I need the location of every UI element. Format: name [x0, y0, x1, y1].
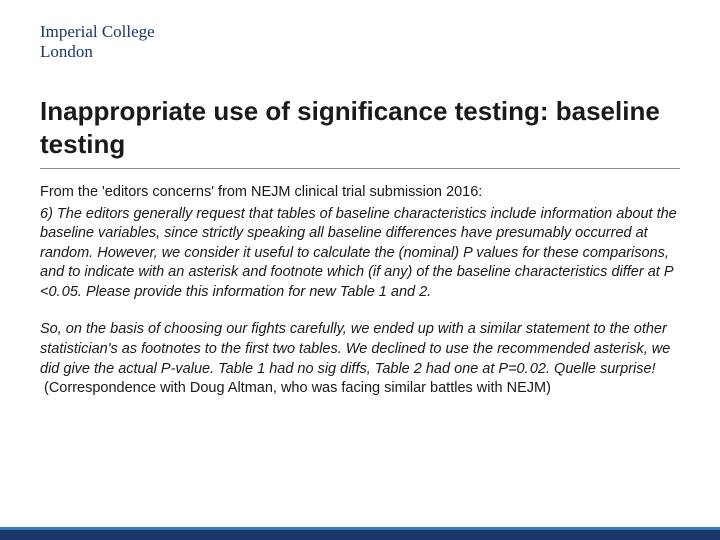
title-rule — [40, 168, 680, 169]
slide-content: Inappropriate use of significance testin… — [40, 95, 680, 399]
correspondence-note: (Correspondence with Doug Altman, who wa… — [44, 379, 680, 399]
paragraph-1: 6) The editors generally request that ta… — [40, 205, 680, 303]
logo-line-1: Imperial College — [40, 22, 155, 42]
logo-line-2: London — [40, 42, 155, 62]
paragraph-2: So, on the basis of choosing our fights … — [40, 320, 680, 379]
intro-text: From the 'editors concerns' from NEJM cl… — [40, 183, 680, 203]
slide-title: Inappropriate use of significance testin… — [40, 95, 680, 160]
brand-logo: Imperial College London — [40, 22, 155, 61]
footer-accent-bar — [0, 530, 720, 540]
